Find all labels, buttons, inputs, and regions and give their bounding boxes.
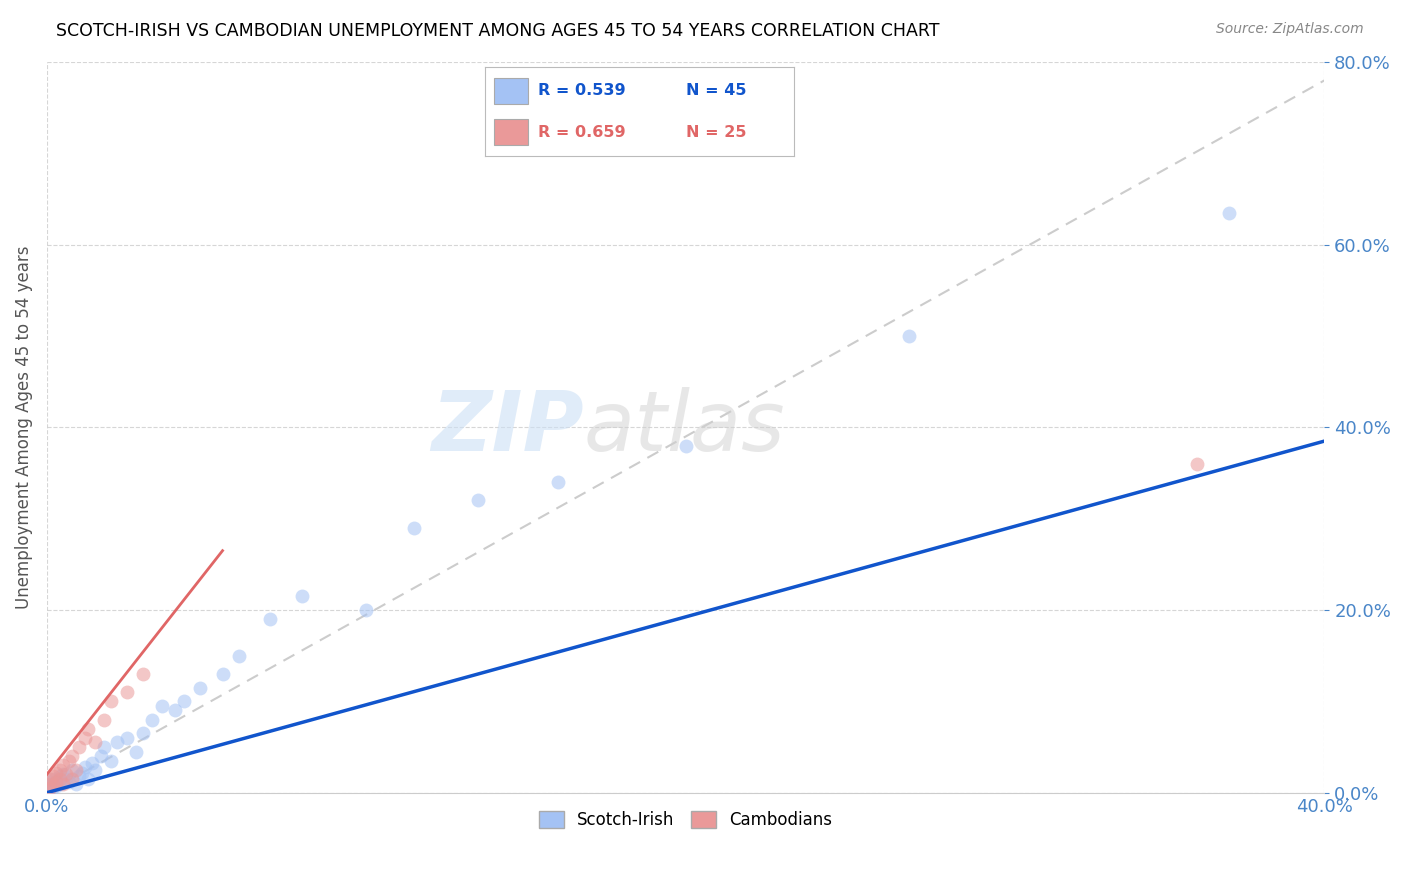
Point	[39, 776, 62, 790]
Point	[58, 774, 80, 789]
Point	[42, 769, 65, 783]
Point	[58, 754, 80, 768]
Point	[105, 735, 128, 749]
Text: SCOTCH-IRISH VS CAMBODIAN UNEMPLOYMENT AMONG AGES 45 TO 54 YEARS CORRELATION CHA: SCOTCH-IRISH VS CAMBODIAN UNEMPLOYMENT A…	[56, 22, 939, 40]
Point	[48, 777, 70, 791]
Point	[77, 722, 100, 736]
Point	[65, 763, 87, 777]
Point	[211, 667, 233, 681]
Point	[404, 521, 426, 535]
Point	[163, 703, 186, 717]
Point	[42, 772, 65, 786]
Point	[45, 779, 67, 793]
Point	[356, 603, 378, 617]
Point	[77, 772, 100, 786]
Point	[1218, 206, 1240, 220]
Point	[62, 763, 84, 777]
Point	[90, 749, 112, 764]
Point	[52, 758, 75, 772]
Text: N = 45: N = 45	[686, 84, 747, 98]
Point	[62, 749, 84, 764]
Point	[83, 763, 105, 777]
Point	[39, 781, 62, 796]
Point	[39, 778, 62, 792]
Point	[48, 772, 70, 786]
Point	[45, 774, 67, 789]
FancyBboxPatch shape	[495, 119, 529, 145]
Point	[48, 769, 70, 783]
Point	[42, 780, 65, 794]
Point	[39, 774, 62, 789]
Point	[150, 698, 173, 713]
Point	[39, 772, 62, 786]
Point	[1185, 457, 1208, 471]
Point	[898, 329, 921, 343]
Y-axis label: Unemployment Among Ages 45 to 54 years: Unemployment Among Ages 45 to 54 years	[15, 245, 32, 609]
Point	[45, 773, 67, 788]
Point	[42, 778, 65, 792]
Text: R = 0.539: R = 0.539	[537, 84, 626, 98]
Point	[83, 735, 105, 749]
Point	[675, 439, 697, 453]
Point	[228, 648, 250, 663]
Point	[39, 781, 62, 796]
Point	[93, 739, 115, 754]
Point	[80, 756, 103, 771]
Point	[55, 767, 77, 781]
Point	[52, 776, 75, 790]
Point	[52, 775, 75, 789]
Point	[173, 694, 195, 708]
Point	[55, 772, 77, 786]
Legend: Scotch-Irish, Cambodians: Scotch-Irish, Cambodians	[531, 804, 839, 836]
Point	[141, 713, 163, 727]
FancyBboxPatch shape	[495, 78, 529, 104]
Point	[62, 772, 84, 786]
Point	[125, 745, 148, 759]
Point	[65, 776, 87, 790]
Text: ZIP: ZIP	[430, 387, 583, 468]
Text: Source: ZipAtlas.com: Source: ZipAtlas.com	[1216, 22, 1364, 37]
Point	[52, 767, 75, 781]
Point	[67, 739, 90, 754]
Point	[100, 694, 122, 708]
Point	[291, 590, 314, 604]
Point	[48, 763, 70, 777]
Text: N = 25: N = 25	[686, 125, 747, 139]
Point	[42, 776, 65, 790]
Point	[100, 754, 122, 768]
Point	[93, 713, 115, 727]
Point	[75, 731, 97, 745]
Point	[547, 475, 569, 490]
Point	[188, 681, 211, 695]
Point	[45, 765, 67, 780]
Point	[259, 612, 281, 626]
Text: atlas: atlas	[583, 387, 785, 468]
Point	[467, 493, 489, 508]
Point	[70, 765, 93, 780]
Point	[131, 726, 153, 740]
Point	[67, 769, 90, 783]
Point	[115, 731, 138, 745]
Point	[131, 667, 153, 681]
Text: R = 0.659: R = 0.659	[537, 125, 626, 139]
Point	[115, 685, 138, 699]
Point	[75, 760, 97, 774]
